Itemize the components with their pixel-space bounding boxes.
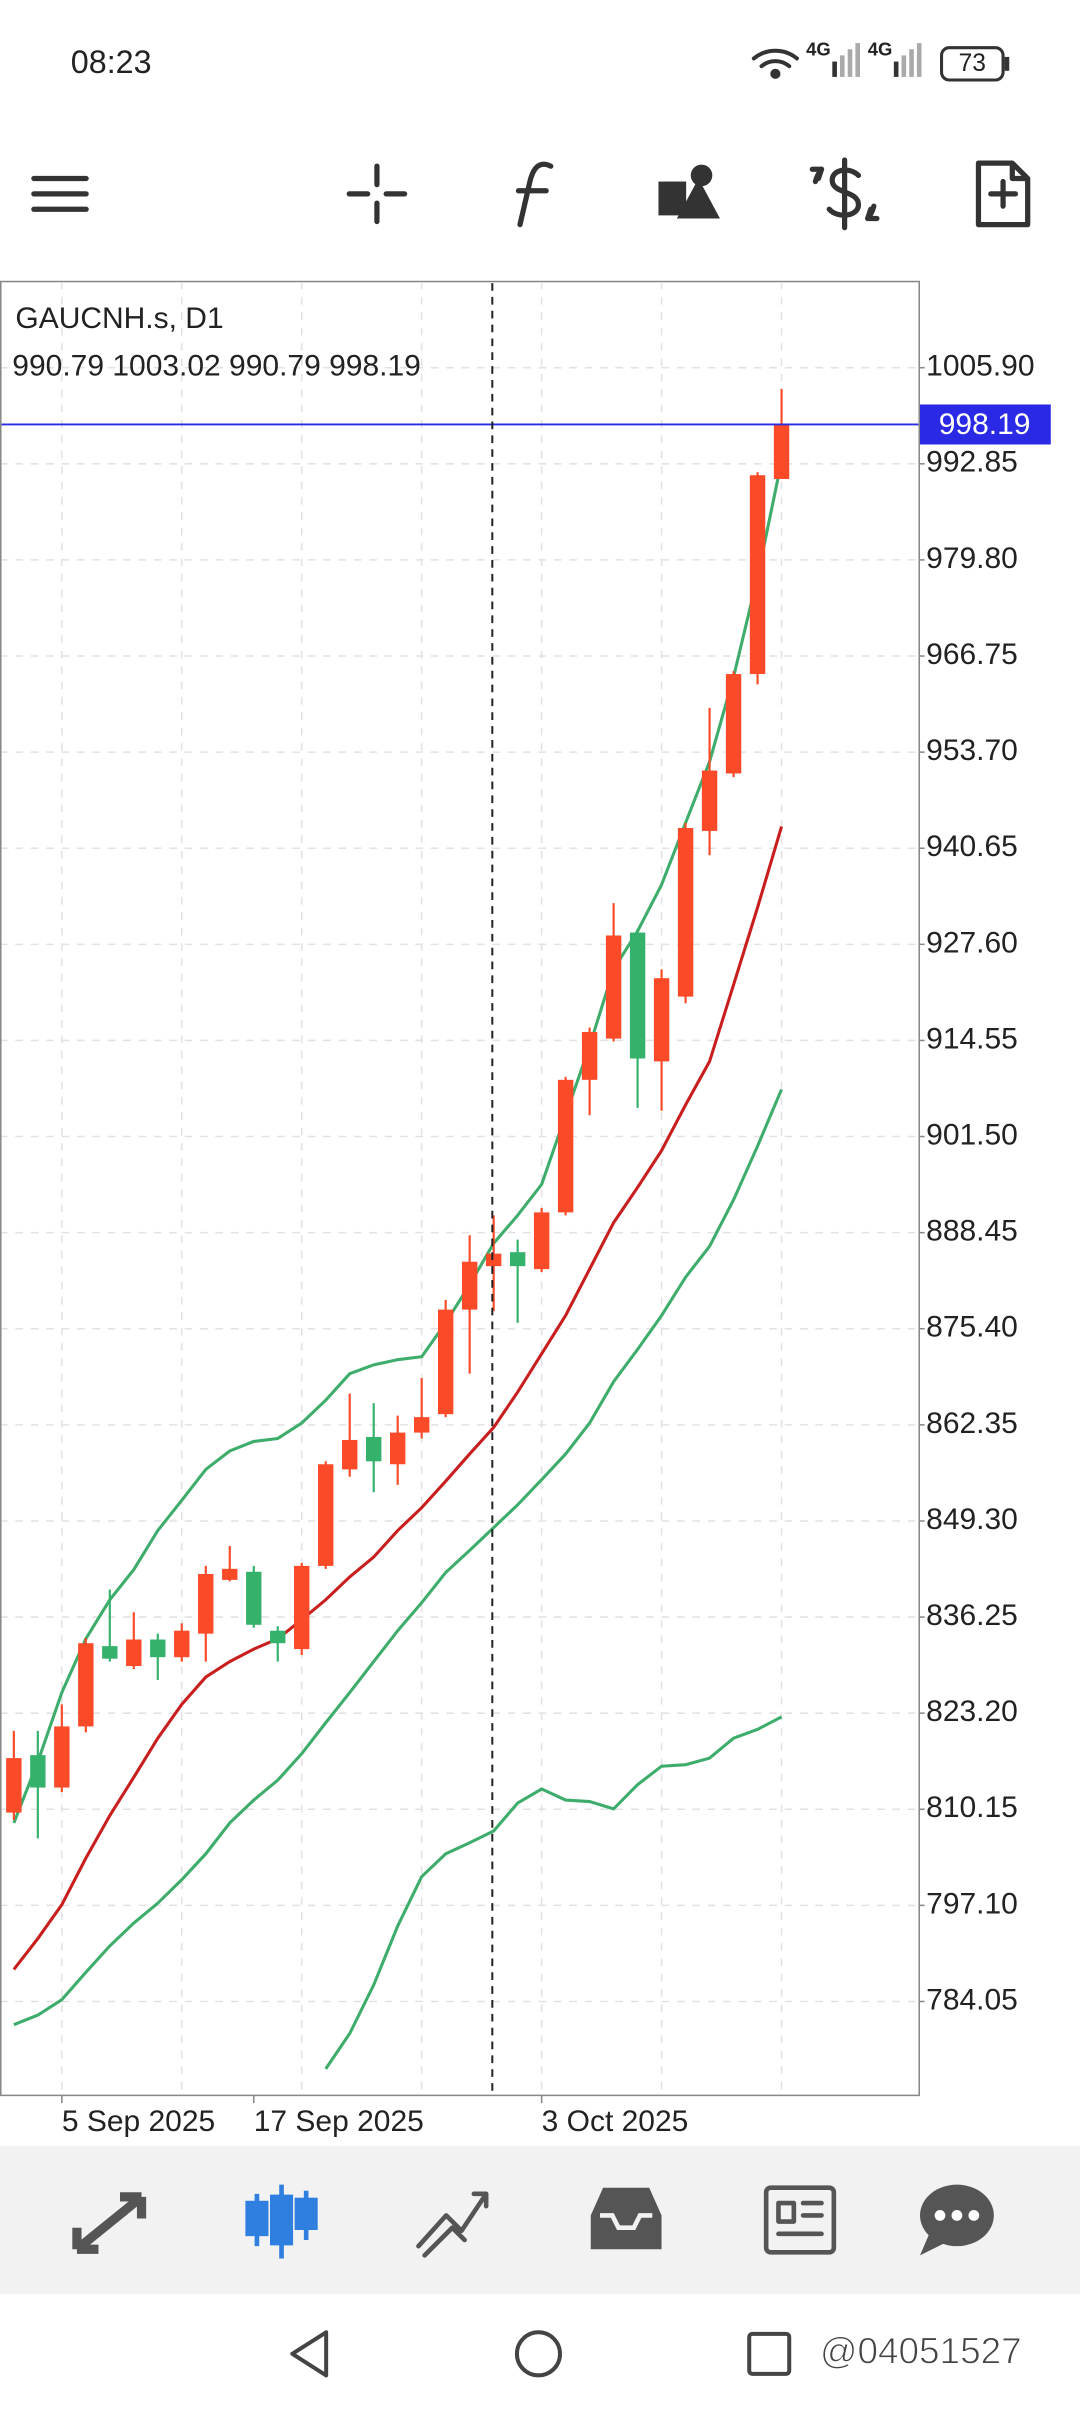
y-tick-label: 836.25 — [926, 1599, 1018, 1632]
ohlc-label: 990.79 1003.02 990.79 998.19 — [12, 350, 421, 383]
indicators-button[interactable] — [515, 161, 554, 228]
candle-body — [102, 1646, 118, 1659]
symbol-label: GAUCNH.s, D1 — [15, 302, 223, 335]
objects-button[interactable] — [658, 164, 720, 219]
wifi-icon — [751, 48, 799, 79]
candle-body — [150, 1639, 166, 1658]
candle-body — [246, 1571, 262, 1625]
candle-body — [222, 1568, 238, 1580]
y-tick-label: 979.80 — [926, 542, 1018, 575]
news-tab[interactable] — [763, 2185, 837, 2255]
indicator-line — [324, 1715, 783, 2070]
candle-body — [342, 1439, 358, 1470]
candle-body — [773, 424, 790, 479]
x-tick-label: 17 Sep 2025 — [254, 2105, 424, 2138]
history-tab[interactable] — [590, 2187, 662, 2250]
watermark: @04051527 — [820, 2331, 1022, 2372]
chart-tab[interactable] — [245, 2184, 318, 2259]
chat-tab[interactable] — [920, 2184, 994, 2256]
indicator-line — [13, 1088, 783, 2027]
battery-level: 73 — [959, 50, 986, 77]
trade-button[interactable] — [809, 157, 880, 231]
candle-body — [198, 1573, 214, 1634]
quotes-tab[interactable] — [72, 2192, 147, 2254]
candle-body — [174, 1630, 190, 1658]
y-axis: 1005.90 992.85 979.80 966.75 953.70 940.65 927… — [61, 350, 1051, 2138]
y-tick-label: 862.35 — [926, 1407, 1018, 1440]
status-time: 08:23 — [71, 44, 152, 80]
candle-body — [557, 1079, 574, 1213]
y-tick-label: 797.10 — [926, 1887, 1018, 1920]
network-label: 4G — [806, 39, 831, 60]
y-tick-label: 849.30 — [926, 1503, 1018, 1536]
candle-body — [6, 1758, 22, 1813]
home-button[interactable] — [514, 2330, 562, 2378]
candle-body — [653, 978, 670, 1062]
candle-body — [366, 1437, 382, 1462]
candle-body — [701, 770, 718, 831]
indicator-line — [12, 826, 784, 1971]
y-tick-label: 914.55 — [926, 1022, 1018, 1055]
battery-icon — [939, 46, 1005, 82]
price-label-box — [920, 404, 1051, 445]
price-label: 998.19 — [939, 408, 1031, 441]
back-button[interactable] — [290, 2330, 329, 2378]
candle-body — [413, 1417, 430, 1433]
candle-body — [749, 475, 766, 675]
candle-body — [318, 1464, 334, 1566]
menu-button[interactable] — [31, 175, 89, 212]
y-tick-label: 810.15 — [926, 1791, 1018, 1824]
indicator-line — [12, 460, 784, 1824]
y-tick-label: 875.40 — [926, 1311, 1018, 1344]
signal-icon — [893, 43, 922, 77]
x-tick-label: 3 Oct 2025 — [542, 2105, 689, 2138]
bottom-nav — [0, 2146, 1080, 2294]
candle-body — [294, 1565, 310, 1650]
plot-area — [1, 283, 919, 2094]
trade-tab[interactable] — [416, 2191, 489, 2258]
candle-body — [78, 1643, 94, 1727]
candle-body — [725, 674, 742, 774]
y-tick-label: 1005.90 — [926, 350, 1034, 383]
chart-frame — [0, 280, 920, 2097]
signal-icon — [832, 43, 860, 77]
candle-body — [509, 1252, 526, 1267]
y-tick-label: 940.65 — [926, 830, 1018, 863]
y-tick-label: 966.75 — [926, 638, 1018, 671]
candle-body — [437, 1309, 454, 1415]
candle-body — [30, 1755, 46, 1788]
y-tick-label: 784.05 — [926, 1983, 1018, 2016]
y-tick-label: 823.20 — [926, 1695, 1018, 1728]
battery-tip — [1004, 56, 1010, 71]
candle-body — [533, 1212, 550, 1270]
y-tick-label: 992.85 — [926, 446, 1018, 479]
candle-body — [390, 1432, 406, 1465]
candle-body — [485, 1253, 502, 1267]
candle-body — [461, 1261, 478, 1310]
candle-body — [629, 932, 646, 1059]
x-tick-label: 5 Sep 2025 — [62, 2105, 215, 2138]
candle-body — [54, 1726, 70, 1788]
candle-body — [270, 1630, 286, 1644]
candle-body — [677, 827, 694, 997]
candle-body — [581, 1031, 598, 1080]
new-order-button[interactable] — [975, 160, 1031, 228]
network-label: 4G — [868, 39, 893, 60]
crosshair-button[interactable] — [346, 163, 408, 225]
recents-button[interactable] — [747, 2331, 792, 2376]
candle-body — [605, 935, 622, 1039]
y-tick-label: 888.45 — [926, 1215, 1018, 1248]
y-tick-label: 953.70 — [926, 734, 1018, 767]
y-tick-label: 927.60 — [926, 926, 1018, 959]
candle-body — [126, 1639, 142, 1667]
y-tick-label: 901.50 — [926, 1118, 1018, 1151]
